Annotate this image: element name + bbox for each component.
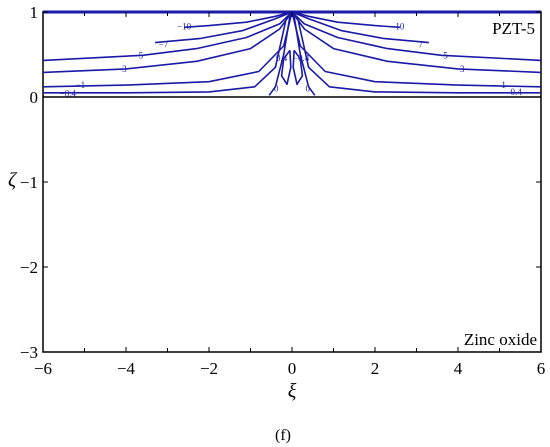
contour-line-13	[297, 20, 541, 94]
x-tick-label-0: −6	[34, 359, 52, 378]
contour-line-2	[42, 11, 293, 62]
region-label-zinc-oxide: Zinc oxide	[464, 330, 537, 349]
x-tick-label-3: 0	[288, 359, 297, 378]
contour-line-12	[291, 11, 542, 88]
contour-label-7: 0	[274, 84, 279, 94]
contour-label-12: 1	[501, 80, 506, 90]
x-tick-label-2: −2	[200, 359, 218, 378]
contour-label-1: −7	[159, 39, 169, 49]
figure-caption: (f)	[275, 427, 291, 444]
axis-ticks: −6 −4 −2 0 2 4 610−1−2−3	[20, 3, 545, 378]
y-tick-label-4: −3	[20, 343, 38, 362]
contour-line-10	[291, 11, 542, 62]
contour-line-4	[42, 11, 293, 88]
contour-line-7	[280, 49, 292, 86]
contour-label-6: 0.4	[276, 53, 288, 63]
contour-label-0: −10	[177, 21, 192, 31]
contour-label-2: −5	[134, 50, 144, 60]
contour-line-1	[155, 11, 293, 44]
contour-line-8	[291, 11, 400, 29]
contour-label-13: 0.4	[510, 87, 522, 97]
contour-lines	[42, 11, 542, 96]
contour-label-15: 0	[306, 84, 311, 94]
contour-label-14: −0.4	[293, 53, 310, 63]
x-tick-label-1: −4	[117, 359, 136, 378]
contour-label-5: −0.4	[60, 89, 77, 99]
contour-line-3	[42, 11, 293, 74]
x-axis-label: ξ	[288, 380, 297, 402]
contour-label-4: −1	[76, 80, 86, 90]
contour-label-11: 3	[460, 64, 465, 74]
y-tick-label-0: 1	[30, 3, 39, 22]
region-label-pzt5: PZT-5	[492, 19, 535, 38]
y-axis-label: ζ	[8, 169, 18, 191]
contour-label-8: 10	[395, 21, 405, 31]
x-tick-label-6: 6	[537, 359, 546, 378]
contour-label-10: 5	[443, 50, 448, 60]
contour-label-3: −3	[117, 64, 127, 74]
y-tick-label-3: −2	[20, 258, 38, 277]
contour-line-6	[268, 16, 291, 96]
contour-line-15	[292, 49, 304, 86]
x-tick-label-5: 4	[454, 359, 463, 378]
y-tick-label-1: 0	[30, 88, 39, 107]
x-tick-label-4: 2	[371, 359, 380, 378]
contour-line-14	[293, 16, 316, 96]
contour-line-0	[184, 11, 293, 29]
contour-label-9: 7	[418, 39, 423, 49]
contour-line-5	[43, 20, 287, 94]
y-tick-label-2: −1	[20, 173, 38, 192]
contour-line-11	[291, 11, 542, 74]
contour-line-9	[291, 11, 429, 44]
